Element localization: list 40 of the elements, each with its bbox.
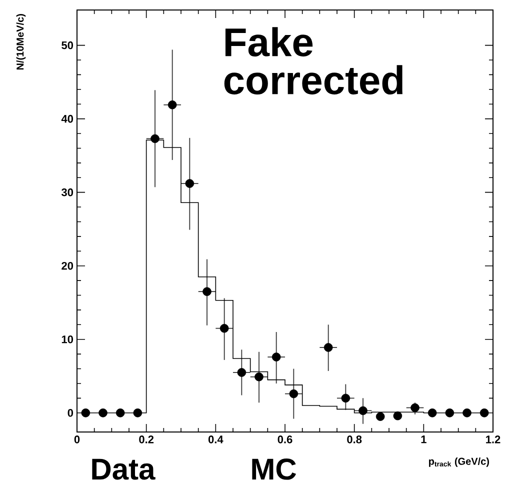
y-axis-title: N/(10MeV/c) bbox=[16, 14, 26, 70]
point bbox=[341, 394, 350, 403]
annotation: Fake corrected bbox=[224, 27, 402, 94]
x-tick-label: 0.6 bbox=[278, 436, 292, 444]
y-tick-label: 50 bbox=[62, 41, 74, 50]
point bbox=[133, 408, 142, 418]
point bbox=[480, 408, 489, 418]
point bbox=[428, 408, 437, 418]
point bbox=[376, 412, 385, 421]
x-tick-label: 0 bbox=[74, 436, 80, 444]
x-tick-label: 0.4 bbox=[208, 436, 224, 444]
point bbox=[168, 100, 177, 110]
point bbox=[462, 408, 472, 418]
point bbox=[324, 343, 333, 352]
y-tick-label: 40 bbox=[61, 114, 74, 123]
point bbox=[202, 287, 212, 296]
point bbox=[254, 372, 264, 382]
point bbox=[272, 352, 281, 362]
point bbox=[237, 368, 246, 377]
x-axis-title: p$_{track}$ (GeV/c) bbox=[429, 458, 489, 467]
point bbox=[358, 406, 368, 416]
point bbox=[185, 179, 194, 188]
y-tick-label: 0 bbox=[68, 409, 74, 417]
point bbox=[150, 134, 160, 144]
y-tick-label: 10 bbox=[62, 335, 74, 344]
y-tick-label: 30 bbox=[61, 188, 74, 196]
x-tick-label: 0.8 bbox=[347, 436, 362, 444]
text: Data bbox=[92, 458, 156, 480]
text: MC bbox=[252, 458, 296, 480]
point bbox=[81, 408, 90, 418]
point bbox=[445, 408, 454, 418]
point bbox=[98, 408, 108, 418]
x-tick-label: 1.2 bbox=[486, 436, 500, 444]
point bbox=[393, 411, 402, 420]
point bbox=[220, 324, 229, 333]
point bbox=[289, 389, 298, 398]
x-tick-label: 1 bbox=[421, 436, 426, 444]
y-tick-label: 20 bbox=[62, 262, 74, 270]
point bbox=[116, 408, 125, 418]
x-tick-label: 0.2 bbox=[139, 436, 154, 444]
